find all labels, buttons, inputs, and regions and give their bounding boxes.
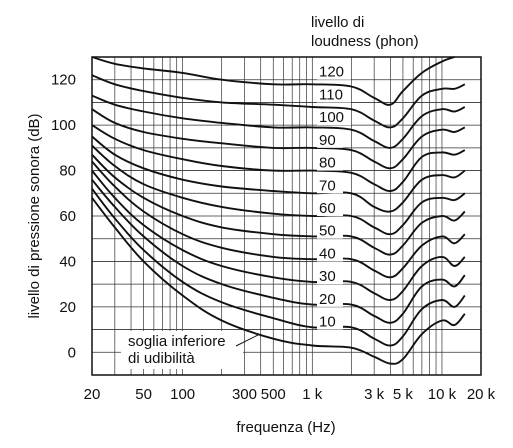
legend-title-line-1: livello di: [311, 14, 364, 31]
y-tick-label: 80: [59, 163, 76, 180]
x-tick-label: 10 k: [428, 386, 457, 403]
level-label-80: 80: [319, 155, 336, 172]
level-label-background: [317, 87, 351, 103]
curve-80-phon: [91, 124, 466, 192]
x-tick-label: 300: [232, 386, 257, 403]
curve-30-phon: [91, 169, 466, 301]
level-label-110: 110: [319, 86, 343, 103]
x-tick-label: 50: [135, 386, 152, 403]
level-label-20: 20: [319, 291, 336, 308]
level-label-background: [317, 291, 343, 307]
level-label-90: 90: [319, 132, 336, 149]
level-label-30: 30: [319, 268, 336, 285]
level-label-background: [317, 201, 343, 216]
x-tick-label: 3 k: [364, 386, 385, 403]
level-label-background: [317, 178, 343, 194]
curve-90-phon: [91, 108, 466, 170]
x-tick-label: 500: [261, 386, 286, 403]
curve-60-phon: [91, 144, 466, 236]
level-label-background: [317, 110, 351, 126]
threshold-label-line-1: soglia inferiore: [128, 333, 226, 350]
curves: [91, 56, 466, 365]
level-label-background: [317, 269, 343, 285]
curve-110-phon: [91, 74, 466, 129]
curve-120-phon: [91, 56, 455, 106]
y-tick-label: 60: [59, 208, 76, 225]
x-tick-labels: 20 50 100 300 500 1 k 3 k 5 k 10 k 20 k: [84, 386, 496, 403]
level-label-120: 120: [319, 64, 344, 81]
curve-level-labels: 120 110 100 90 80 70 60 50 40 30 20 10: [317, 64, 351, 331]
curve-10-phon: [91, 188, 466, 347]
x-tick-label: 100: [170, 386, 195, 403]
curve-20-phon: [91, 179, 466, 324]
level-label-background: [317, 64, 351, 80]
curve-40-phon: [91, 160, 466, 279]
y-tick-label: 100: [51, 117, 76, 134]
level-label-background: [317, 132, 343, 148]
x-tick-label: 1 k: [302, 386, 323, 403]
curve-threshold: [91, 197, 466, 365]
x-axis-label: frequenza (Hz): [236, 419, 335, 436]
x-tick-label: 20: [84, 386, 101, 403]
threshold-label-background: [121, 331, 243, 369]
level-label-50: 50: [319, 223, 336, 240]
x-tick-label: 5 k: [393, 386, 414, 403]
level-label-60: 60: [319, 200, 336, 217]
level-label-40: 40: [319, 245, 336, 262]
curve-100-phon: [91, 94, 466, 149]
curve-70-phon: [91, 135, 466, 213]
legend-title-line-2: loudness (phon): [311, 33, 419, 50]
y-tick-label: 40: [59, 253, 76, 270]
y-axis-label: livello di pressione sonora (dB): [26, 113, 43, 318]
level-label-70: 70: [319, 177, 336, 194]
threshold-pointer: [235, 334, 259, 347]
y-tick-label: 0: [68, 344, 76, 361]
y-tick-labels: 0 20 40 60 80 100 120: [51, 72, 76, 362]
level-label-background: [317, 314, 343, 330]
threshold-label-line-2: di udibilità: [128, 350, 195, 367]
curve-50-phon: [91, 154, 466, 256]
level-label-100: 100: [319, 109, 344, 126]
x-tick-label: 20 k: [467, 386, 496, 403]
level-label-10: 10: [319, 314, 336, 331]
level-label-background: [317, 155, 343, 171]
level-label-background: [317, 223, 343, 239]
level-label-background: [317, 246, 343, 262]
plot-frame: [91, 56, 482, 376]
y-tick-label: 20: [59, 299, 76, 316]
y-tick-label: 120: [51, 72, 76, 89]
